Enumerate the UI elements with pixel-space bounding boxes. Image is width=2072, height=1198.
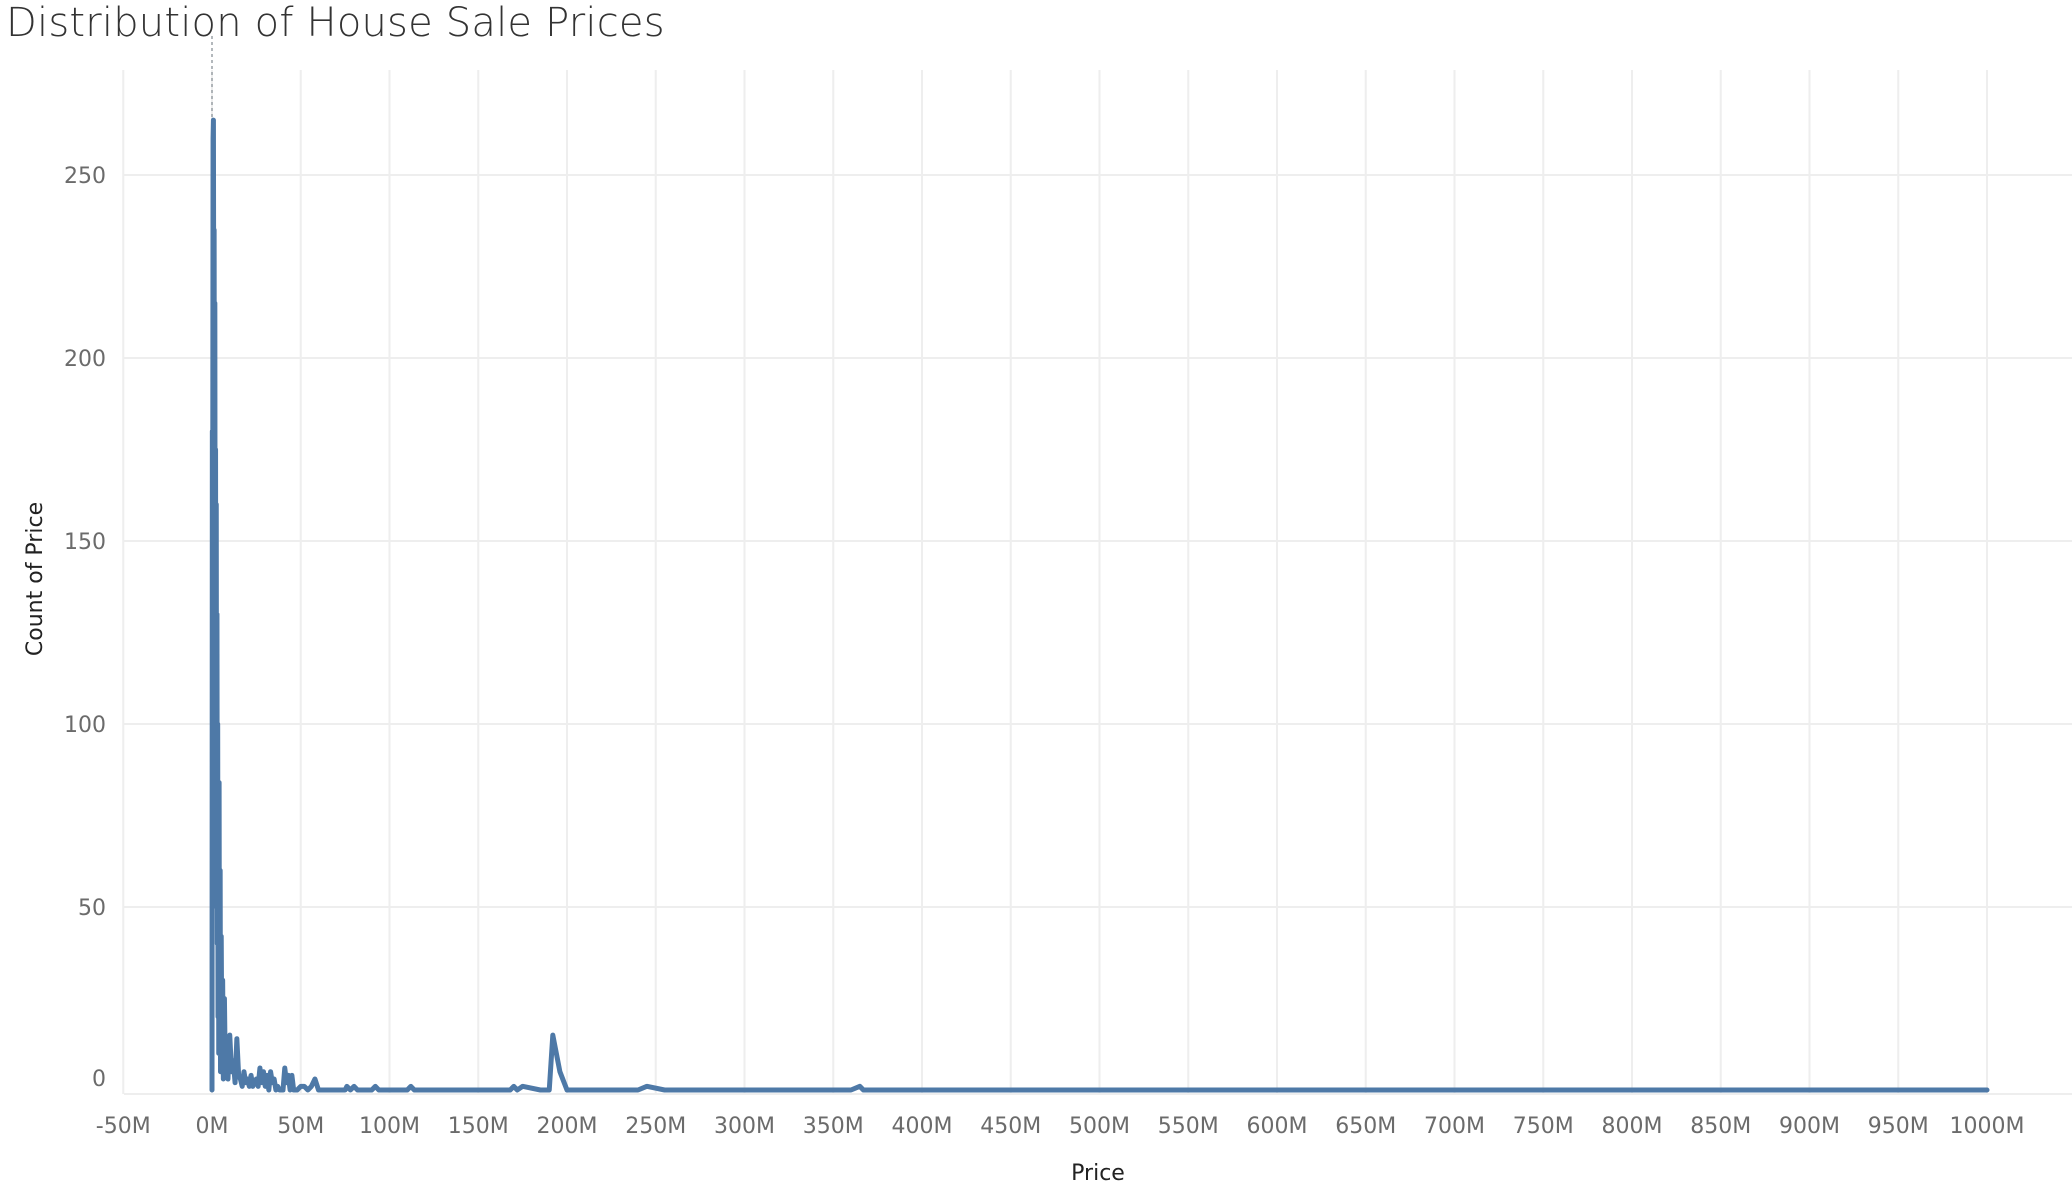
x-tick-label: 750M — [1513, 1114, 1574, 1139]
x-tick-label: 600M — [1247, 1114, 1308, 1139]
y-tick-label: 200 — [64, 347, 106, 372]
x-tick-label: 150M — [448, 1114, 509, 1139]
x-tick-label: 350M — [803, 1114, 864, 1139]
x-tick-label: 450M — [980, 1114, 1041, 1139]
price-count-series-line — [209, 117, 1990, 1093]
x-tick-label: 800M — [1602, 1114, 1663, 1139]
chart-title: Distribution of House Sale Prices — [6, 0, 665, 46]
x-tick-label: 300M — [714, 1114, 775, 1139]
x-axis-title: Price — [1071, 1161, 1125, 1186]
y-tick-label: 150 — [64, 530, 106, 555]
x-tick-label: 550M — [1158, 1114, 1219, 1139]
x-tick-label: 400M — [892, 1114, 953, 1139]
x-tick-label: 0M — [196, 1114, 229, 1139]
x-tick-label: 250M — [625, 1114, 686, 1139]
series-layer — [209, 117, 1990, 1093]
y-axis-ticks: 0 50 100 150 200 250 — [64, 164, 106, 1092]
y-tick-label: 50 — [78, 896, 106, 921]
x-tick-label: 950M — [1868, 1114, 1929, 1139]
x-tick-label: 500M — [1069, 1114, 1130, 1139]
x-tick-label: -50M — [96, 1114, 151, 1139]
y-tick-label: 250 — [64, 164, 106, 189]
gridlines — [122, 70, 2072, 1095]
x-tick-label: 650M — [1335, 1114, 1396, 1139]
x-tick-label: 900M — [1779, 1114, 1840, 1139]
x-tick-label: 100M — [359, 1114, 420, 1139]
x-tick-label: 50M — [277, 1114, 324, 1139]
y-tick-label: 0 — [92, 1067, 106, 1092]
x-tick-label: 200M — [537, 1114, 598, 1139]
x-tick-label: 1000M — [1950, 1114, 2025, 1139]
y-axis-title: Count of Price — [23, 502, 48, 656]
x-tick-label: 850M — [1690, 1114, 1751, 1139]
x-tick-label: 700M — [1424, 1114, 1485, 1139]
y-tick-label: 100 — [64, 713, 106, 738]
x-axis-ticks: -50M 0M 50M 100M 150M 200M 250M 300M 350M 400M 450… — [96, 1114, 2025, 1139]
